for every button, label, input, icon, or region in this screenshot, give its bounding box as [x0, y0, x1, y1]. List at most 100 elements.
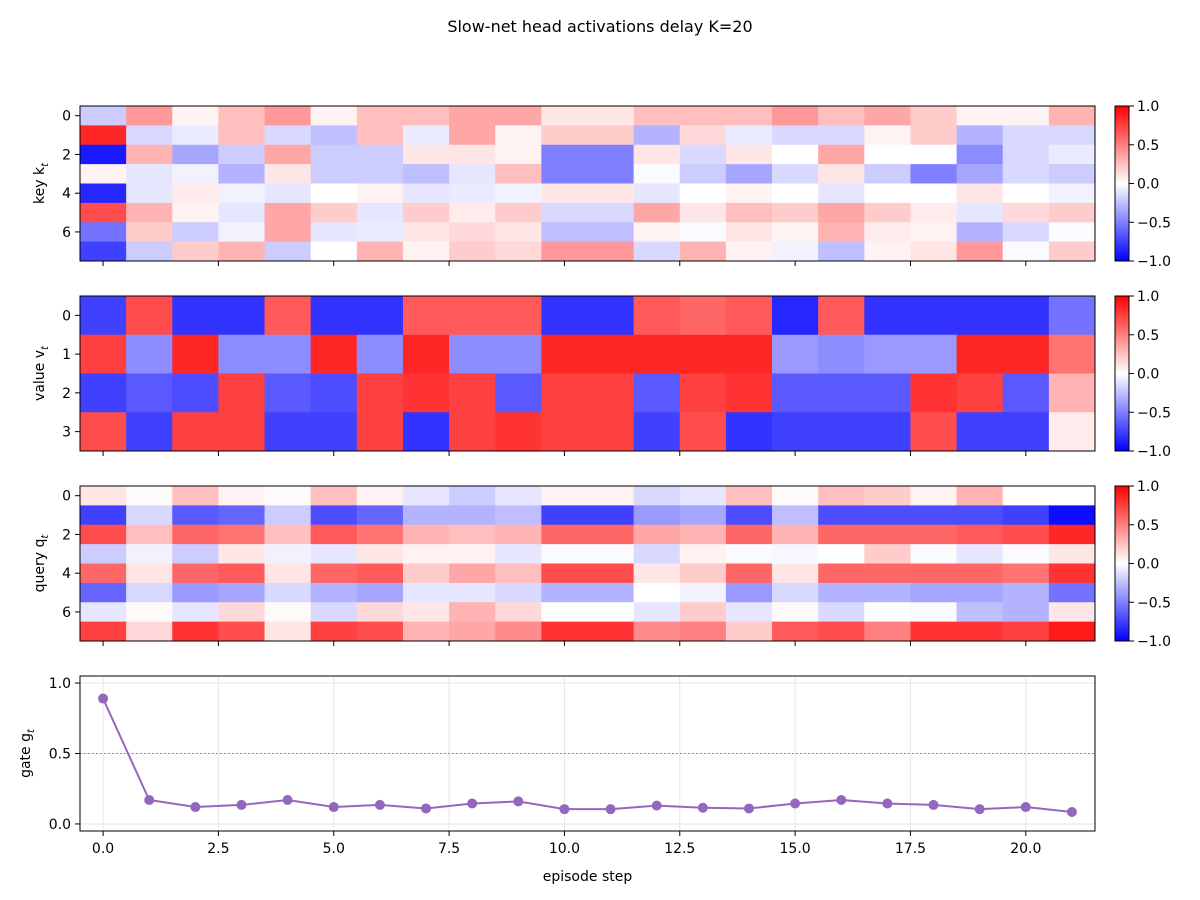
heatmap-cell [356, 241, 404, 262]
heatmap-cell [725, 334, 773, 374]
heatmap-cell [1048, 621, 1096, 642]
heatmap-cell [1002, 144, 1050, 165]
heatmap-cell [864, 183, 911, 204]
heatmap-cell [956, 183, 1004, 204]
heatmap-cell [218, 621, 266, 642]
heatmap-cell [126, 373, 173, 413]
heatmap-cell [587, 125, 635, 146]
heatmap-cell [172, 334, 219, 374]
heatmap-cell [402, 524, 450, 545]
heatmap-cell [495, 505, 542, 526]
heatmap-cell [80, 241, 127, 262]
heatmap-cell [80, 222, 127, 243]
heatmap-cell [172, 602, 219, 623]
heatmap-cell [772, 222, 819, 243]
heatmap-cell [172, 582, 219, 603]
heatmap-cell [633, 486, 681, 506]
heatmap-cell [310, 412, 358, 452]
heatmap-cell [956, 334, 1004, 374]
heatmap-cell [1002, 563, 1050, 584]
heatmap-cell [218, 241, 266, 262]
heatmap-cell [310, 222, 358, 243]
heatmap-cell [126, 125, 173, 146]
heatmap-cell [910, 222, 958, 243]
heatmap-cell [587, 524, 635, 545]
heatmap-cell [679, 505, 727, 526]
heatmap-cell [910, 164, 958, 184]
heatmap-cell [818, 334, 865, 374]
heatmap-cell [402, 164, 450, 184]
gate-point [928, 799, 939, 810]
heatmap-cell [772, 164, 819, 184]
heatmap-cell [587, 202, 635, 223]
heatmap-cell [725, 222, 773, 243]
heatmap-cell [725, 125, 773, 146]
heatmap-cell [772, 144, 819, 165]
heatmap-cell [1048, 563, 1096, 584]
colorbar-tick-label: 0.0 [1137, 557, 1159, 573]
heatmap-cell [218, 486, 266, 506]
gate-point [559, 804, 570, 815]
heatmap-cell [910, 373, 958, 413]
heatmap-cell [218, 582, 266, 603]
heatmap-cell [218, 164, 266, 184]
heatmap-cell [1002, 524, 1050, 545]
heatmap-cell [541, 486, 588, 506]
heatmap-cell [725, 486, 773, 506]
heatmap-cell [449, 373, 496, 413]
y-tick-label: 0 [62, 308, 71, 324]
heatmap-cell [402, 125, 450, 146]
heatmap-cell [218, 602, 266, 623]
heatmap-cell [264, 202, 312, 223]
y-axis-label: query qt [32, 534, 51, 593]
x-tick-label: 2.5 [207, 841, 229, 857]
heatmap-cell [310, 602, 358, 623]
heatmap-cell [449, 582, 496, 603]
heatmap-cell [541, 144, 588, 165]
heatmap-cell [587, 334, 635, 374]
heatmap-cell [172, 412, 219, 452]
y-tick-label: 2 [62, 147, 71, 163]
heatmap-cell [310, 334, 358, 374]
heatmap-cell [495, 296, 542, 336]
heatmap-cell [310, 544, 358, 564]
heatmap-cell [80, 125, 127, 146]
y-axis-label: gate gt [18, 728, 37, 778]
gate-series-line [102, 698, 1073, 813]
heatmap-cell [1048, 373, 1096, 413]
heatmap-cell [172, 202, 219, 223]
heatmap-cell [725, 582, 773, 603]
heatmap-cell [356, 106, 404, 126]
heatmap-cell [633, 144, 681, 165]
x-tick-label: 7.5 [438, 841, 460, 857]
heatmap-cell [126, 106, 173, 126]
heatmap-cell [264, 505, 312, 526]
heatmap-cell [864, 563, 911, 584]
heatmap-cell [1002, 486, 1050, 506]
heatmap-cell [772, 621, 819, 642]
heatmap-cell [356, 125, 404, 146]
heatmap-cell [356, 373, 404, 413]
heatmap-cell [402, 183, 450, 204]
figure-title: Slow-net head activations delay K=20 [447, 17, 752, 36]
heatmap-cell [725, 621, 773, 642]
gate-point [190, 802, 201, 813]
heatmap-cell [910, 582, 958, 603]
heatmap-cell [910, 334, 958, 374]
heatmap-cell [679, 125, 727, 146]
colorbar-tick-label: −1.0 [1137, 444, 1171, 460]
heatmap-cell [310, 202, 358, 223]
heatmap-cell [1048, 144, 1096, 165]
heatmap-cell [218, 334, 266, 374]
heatmap-cell [310, 241, 358, 262]
heatmap-cell [818, 524, 865, 545]
heatmap-cell [356, 582, 404, 603]
heatmap-cell [495, 582, 542, 603]
heatmap-cell [818, 486, 865, 506]
heatmap-cell [356, 222, 404, 243]
heatmap-panel-0: 0 2 4 6 key kt 1.0 0.5 0.0 −0.5 −1.0 [32, 99, 1171, 270]
axes-frame [79, 105, 1096, 262]
heatmap-cell [356, 183, 404, 204]
heatmap-cell [772, 296, 819, 336]
x-tick-label: 20.0 [1010, 841, 1041, 857]
